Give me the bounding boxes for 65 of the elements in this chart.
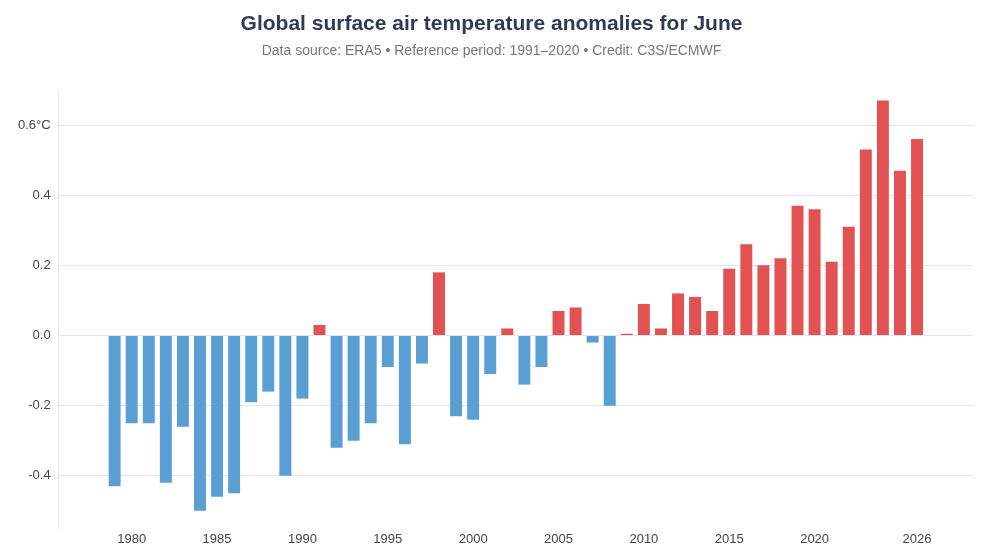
bar [176, 336, 189, 427]
bar [364, 336, 377, 424]
bar [911, 139, 924, 335]
y-tick-label: 0.2 [32, 256, 51, 272]
bar [159, 336, 172, 483]
y-tick-label: -0.2 [28, 397, 51, 413]
bar [415, 336, 428, 364]
bar [330, 336, 343, 448]
x-tick-label: 2020 [800, 530, 830, 546]
bar [740, 244, 753, 335]
bar [501, 328, 514, 335]
bar [279, 336, 292, 476]
bar [706, 310, 719, 335]
x-tick-label: 1985 [202, 530, 232, 546]
x-tick-label: 2010 [629, 530, 659, 546]
bar [842, 226, 855, 335]
bar [672, 293, 684, 335]
bar [893, 170, 906, 335]
x-tick-label: 2000 [458, 530, 488, 546]
bar [825, 261, 838, 335]
bar [467, 336, 480, 420]
bar [262, 336, 275, 392]
bar [586, 336, 599, 343]
bar [535, 336, 548, 368]
bar [774, 258, 787, 335]
bar [518, 336, 531, 385]
bar [347, 336, 360, 441]
bar [142, 336, 155, 424]
bar [569, 307, 582, 335]
x-tick-label: 2026 [902, 530, 932, 546]
x-tick-label: 2015 [714, 530, 744, 546]
bar [228, 336, 241, 494]
x-tick-label: 1980 [117, 530, 147, 546]
y-tick-label: 0.6°C [17, 116, 51, 132]
y-tick-label: 0.0 [32, 327, 51, 343]
chart-subtitle: Data source: ERA5 • Reference period: 1991–2020 • Credit: C3S/ECMWF [261, 42, 722, 59]
bar [125, 336, 138, 424]
y-tick-label: 0.4 [32, 186, 51, 202]
bar [313, 324, 326, 335]
bar [450, 336, 463, 417]
bar [398, 336, 411, 445]
bar [723, 268, 736, 335]
bar [433, 272, 445, 335]
bar [654, 328, 667, 335]
bar [381, 336, 394, 368]
bar [245, 336, 258, 403]
bar [484, 336, 497, 375]
bar [211, 336, 224, 497]
x-tick-label: 2005 [544, 530, 573, 546]
x-tick-label: 1995 [373, 530, 403, 546]
bar [108, 336, 121, 487]
x-tick-label: 1990 [287, 530, 317, 546]
chart-title: Global surface air temperature anomalies for June [240, 11, 743, 35]
bar [808, 209, 821, 335]
bar [791, 205, 804, 335]
bar [552, 310, 565, 335]
bar [603, 336, 616, 406]
bar [637, 303, 650, 335]
y-tick-label: -0.4 [28, 467, 51, 483]
bar [296, 336, 309, 399]
bar [757, 265, 770, 335]
bar [689, 296, 702, 335]
bar [876, 100, 889, 335]
bar [194, 336, 206, 511]
bar [859, 149, 872, 335]
